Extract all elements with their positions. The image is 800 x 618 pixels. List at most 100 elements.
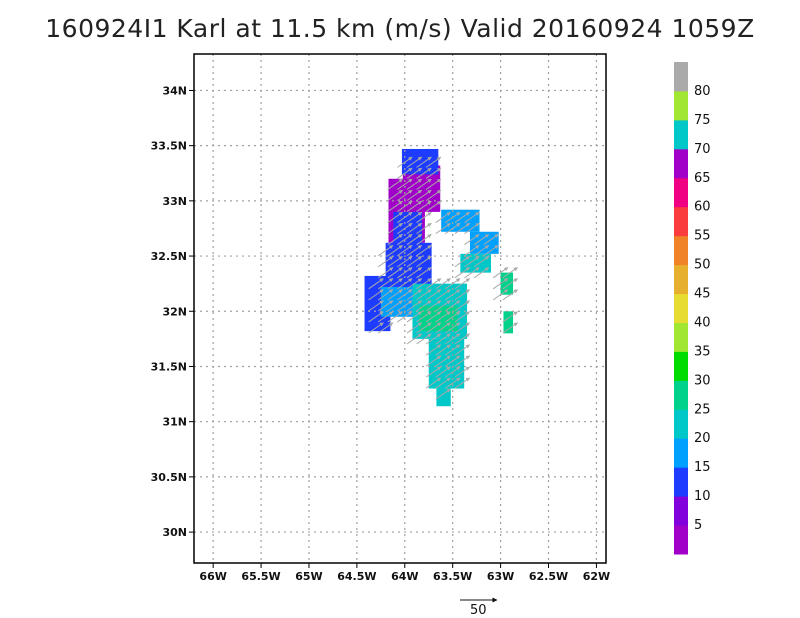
wind-vector-arrow <box>416 200 432 212</box>
colorbar-swatch <box>674 409 688 439</box>
wind-vector-arrow <box>425 300 442 312</box>
wind-vector-arrow <box>368 322 384 334</box>
colorbar-label: 70 <box>694 142 711 157</box>
wind-vector-arrow <box>483 244 499 257</box>
wind-vector-arrow <box>397 300 413 312</box>
wind-vector-arrow <box>387 200 403 212</box>
colorbar-swatch <box>674 148 688 179</box>
grid-lines <box>194 54 606 563</box>
wind-vector-arrow <box>416 244 432 257</box>
wind-vector-arrow <box>416 222 432 235</box>
wind-vector-arrow <box>464 267 480 279</box>
wind-vector-arrow <box>416 256 432 268</box>
colorbar-label: 80 <box>694 84 711 99</box>
chart-title: 160924I1 Karl at 11.5 km (m/s) Valid 201… <box>45 14 755 43</box>
wind-vector-arrow <box>387 256 403 268</box>
colorbar-swatch <box>674 438 688 468</box>
wind-vector-arrow <box>406 322 423 334</box>
wind-vector-arrow <box>416 322 432 334</box>
colorbar-swatch <box>674 380 688 410</box>
wind-vector-arrow <box>387 233 403 246</box>
wind-vector-arrow <box>454 322 470 334</box>
wind-vector-arrow <box>406 222 423 235</box>
wind-vector-arrow <box>445 211 461 223</box>
wind-vector-arrow <box>492 289 509 301</box>
wind-vector-arrow <box>397 178 413 190</box>
colorbar-label: 45 <box>694 287 711 302</box>
colorbar-swatch <box>674 264 688 295</box>
wind-vector-arrow <box>445 322 461 334</box>
speed-region <box>401 148 439 175</box>
wind-vector-arrow <box>387 244 403 257</box>
wind-vector-arrow <box>492 278 509 290</box>
x-tick-label: 65.5W <box>241 570 280 583</box>
speed-region <box>436 388 451 407</box>
wind-vector-arrow <box>416 267 432 279</box>
wind-vector-arrow <box>406 300 423 312</box>
wind-vector-arrow <box>416 178 432 190</box>
colorbar-label: 75 <box>694 113 711 128</box>
colorbar-label: 40 <box>694 315 711 330</box>
x-tick-label: 63W <box>487 570 514 583</box>
wind-vector-arrow <box>406 256 423 268</box>
wind-vector-arrow <box>454 311 470 323</box>
wind-vector-arrow <box>406 189 423 201</box>
colorbar-label: 50 <box>694 258 711 273</box>
wind-vector-arrow <box>387 311 403 323</box>
colorbar-label: 55 <box>694 229 711 244</box>
wind-vector-arrow <box>416 189 432 201</box>
wind-vector-arrow <box>387 278 403 290</box>
wind-vector-arrow <box>377 278 394 290</box>
wind-vector-arrow <box>445 355 461 367</box>
colorbar-swatch <box>674 467 688 497</box>
wind-vector-arrow <box>435 344 451 356</box>
wind-vector-arrow <box>435 333 451 345</box>
y-tick-label: 32N <box>162 305 187 318</box>
wind-vector-arrow <box>454 344 470 356</box>
colorbar: 5 10 15 20 25 30 35 40 45 50 55 60 65 70 75 80 <box>674 62 711 555</box>
wind-vector-arrow <box>397 211 413 223</box>
colorbar-label: 20 <box>694 431 711 446</box>
wind-vector-arrow <box>406 211 423 223</box>
y-tick-label: 30N <box>162 526 187 539</box>
wind-vector-arrow <box>502 289 518 301</box>
wind-vector-arrow <box>435 366 451 378</box>
wind-vector-arrow <box>387 289 403 301</box>
wind-vector-arrow <box>502 278 518 290</box>
colorbar-swatch <box>674 351 688 381</box>
wind-vector-arrow <box>445 344 461 356</box>
wind-vector-arrow <box>445 311 461 323</box>
wind-vector-arrow <box>454 366 470 378</box>
x-tick-label: 66W <box>199 570 226 583</box>
colorbar-label: 15 <box>694 460 711 475</box>
wind-vector-arrow <box>445 333 461 345</box>
wind-vector-arrow <box>425 167 442 179</box>
y-tick-label: 34N <box>162 84 187 97</box>
wind-vector-arrow <box>416 278 432 290</box>
wind-vector-arrow <box>435 388 451 400</box>
wind-vector-arrow <box>406 200 423 212</box>
colorbar-label: 10 <box>694 489 711 504</box>
colorbar-label: 60 <box>694 200 711 215</box>
wind-vector-arrow <box>454 333 470 345</box>
wind-vector-arrow <box>425 278 442 290</box>
wind-vector-arrow <box>406 167 423 179</box>
wind-vector-arrow <box>454 289 470 301</box>
colorbar-label: 25 <box>694 402 711 417</box>
wind-vector-arrow <box>473 267 490 279</box>
wind-vector-arrow <box>406 267 423 279</box>
wind-vector-arrow <box>445 300 461 312</box>
wind-vector-arrow <box>435 377 451 389</box>
colorbar-swatch <box>674 322 688 352</box>
colorbar-swatch <box>674 119 688 150</box>
wind-vector-arrow <box>435 211 451 223</box>
wind-vector-arrow <box>377 300 394 312</box>
wind-vector-arrow <box>464 256 480 268</box>
y-tick-label: 30.5N <box>151 471 187 484</box>
y-tick-label: 31.5N <box>151 360 187 373</box>
wind-vector-arrow <box>416 233 432 246</box>
wind-vector-arrow <box>397 200 413 212</box>
wind-vector-arrow <box>454 355 470 367</box>
wind-vector-arrow <box>425 200 442 212</box>
